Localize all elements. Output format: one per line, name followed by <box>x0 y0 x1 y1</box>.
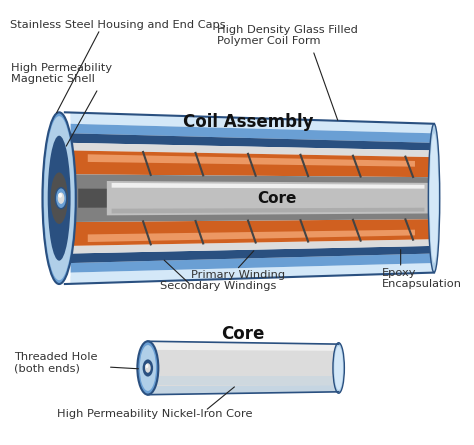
Text: Core: Core <box>257 190 296 206</box>
Polygon shape <box>88 230 415 242</box>
Text: Epoxy
Encapsulation: Epoxy Encapsulation <box>382 268 462 289</box>
Polygon shape <box>78 189 434 208</box>
Text: Stainless Steel Housing and End Caps: Stainless Steel Housing and End Caps <box>9 20 225 30</box>
Ellipse shape <box>145 363 151 373</box>
Polygon shape <box>88 154 415 167</box>
Text: Primary Winding: Primary Winding <box>191 270 285 280</box>
Polygon shape <box>71 239 434 254</box>
Polygon shape <box>148 341 338 395</box>
Polygon shape <box>71 219 434 246</box>
Text: High Permeability Nickel-Iron Core: High Permeability Nickel-Iron Core <box>57 409 253 419</box>
Polygon shape <box>71 263 434 284</box>
Text: Coil Assembly: Coil Assembly <box>183 113 313 131</box>
Ellipse shape <box>140 345 156 391</box>
Polygon shape <box>71 150 434 177</box>
Text: Secondary Windings: Secondary Windings <box>160 281 277 291</box>
Text: Threaded Hole
(both ends): Threaded Hole (both ends) <box>14 352 98 373</box>
Polygon shape <box>71 174 434 222</box>
Ellipse shape <box>146 364 148 368</box>
Ellipse shape <box>428 124 440 273</box>
Ellipse shape <box>48 136 71 261</box>
Polygon shape <box>71 254 434 273</box>
Polygon shape <box>148 376 338 385</box>
Polygon shape <box>148 341 338 351</box>
Ellipse shape <box>55 188 67 209</box>
Polygon shape <box>71 112 434 129</box>
Ellipse shape <box>58 192 64 204</box>
Ellipse shape <box>137 341 158 395</box>
Ellipse shape <box>333 343 345 393</box>
Ellipse shape <box>44 116 74 280</box>
Ellipse shape <box>430 134 438 263</box>
Polygon shape <box>111 183 425 189</box>
Text: Core: Core <box>221 325 265 343</box>
Polygon shape <box>71 246 434 263</box>
Ellipse shape <box>43 112 76 284</box>
Polygon shape <box>71 134 434 150</box>
Polygon shape <box>71 124 434 143</box>
Polygon shape <box>71 112 434 134</box>
Polygon shape <box>148 385 338 395</box>
Text: High Permeability
Magnetic Shell: High Permeability Magnetic Shell <box>11 63 112 84</box>
Polygon shape <box>71 143 434 157</box>
Ellipse shape <box>58 193 62 198</box>
Text: High Density Glass Filled
Polymer Coil Form: High Density Glass Filled Polymer Coil F… <box>218 24 358 46</box>
Polygon shape <box>71 267 434 284</box>
Ellipse shape <box>51 172 68 224</box>
Polygon shape <box>111 208 425 214</box>
Polygon shape <box>107 181 434 215</box>
Ellipse shape <box>143 360 153 376</box>
Ellipse shape <box>334 346 343 390</box>
